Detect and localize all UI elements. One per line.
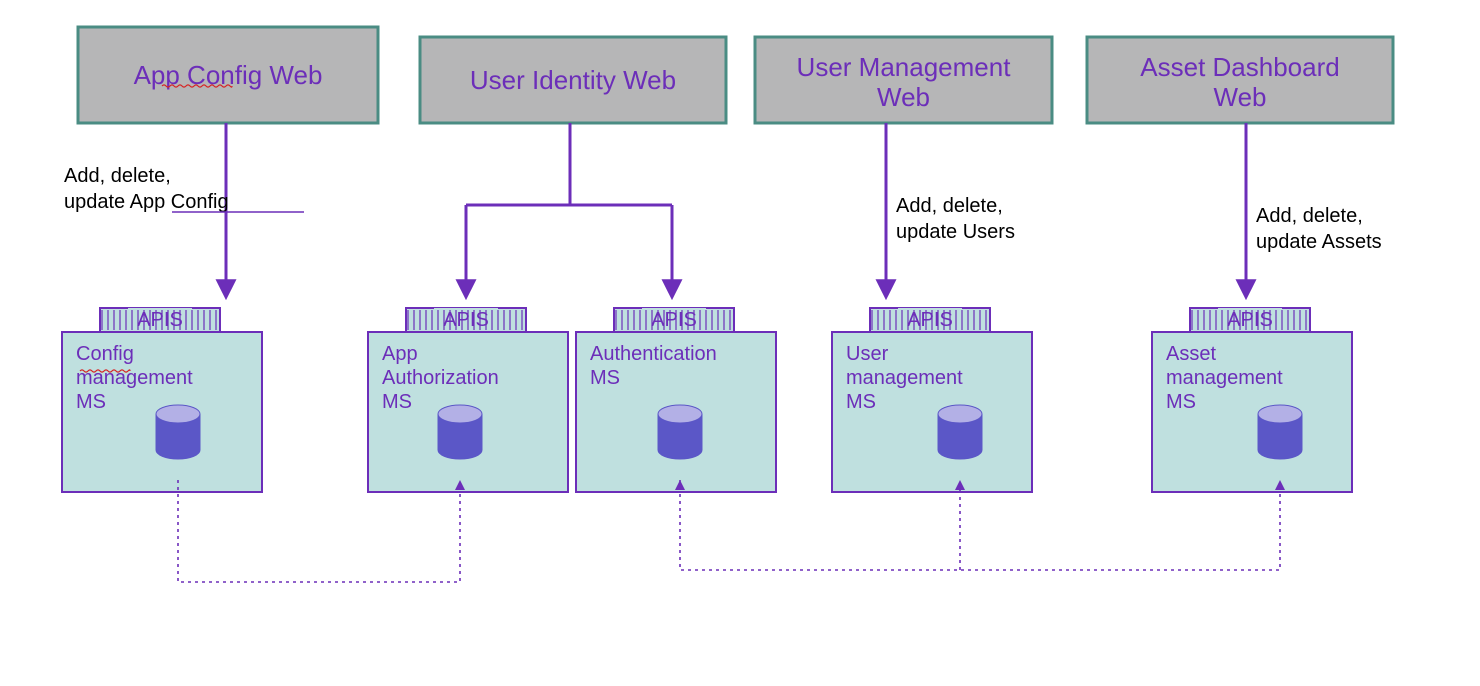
svg-text:Asset: Asset: [1166, 343, 1216, 365]
svg-text:management: management: [846, 367, 963, 389]
asset-dashboard-web: Asset DashboardWeb: [1087, 37, 1393, 123]
svg-text:management: management: [76, 367, 193, 389]
svg-text:User: User: [846, 343, 889, 365]
svg-text:MS: MS: [1166, 391, 1196, 413]
user-management-web: User ManagementWeb: [755, 37, 1052, 123]
svg-text:MS: MS: [590, 367, 620, 389]
config-ms: APISConfigmanagementMS: [62, 308, 262, 492]
dash-config-authz: [178, 480, 460, 582]
svg-text:MS: MS: [846, 391, 876, 413]
lbl-config: Add, delete,: [64, 165, 171, 187]
svg-text:management: management: [1166, 367, 1283, 389]
user-identity-web: User Identity Web: [420, 37, 726, 123]
lbl-users: update Users: [896, 221, 1015, 243]
app-config-web: App Config Web: [78, 27, 378, 123]
dash-authn-user-asset: [680, 480, 1280, 570]
svg-text:Web: Web: [1214, 82, 1267, 112]
authn-ms: APISAuthenticationMS: [576, 308, 776, 492]
svg-text:User Identity Web: User Identity Web: [470, 65, 676, 95]
lbl-assets: Add, delete,: [1256, 205, 1363, 227]
svg-text:Authorization: Authorization: [382, 367, 499, 389]
svg-text:Config: Config: [76, 343, 134, 365]
architecture-diagram: App Config Web User Identity Web User Mana…: [0, 0, 1480, 686]
user-ms: APISUsermanagementMS: [832, 308, 1032, 492]
lbl-assets: update Assets: [1256, 231, 1382, 253]
svg-text:Web: Web: [877, 82, 930, 112]
svg-text:App: App: [382, 343, 418, 365]
svg-text:Authentication: Authentication: [590, 343, 717, 365]
authz-ms: APISAppAuthorizationMS: [368, 308, 568, 492]
svg-text:MS: MS: [382, 391, 412, 413]
lbl-config: update App Config: [64, 191, 229, 213]
svg-text:User Management: User Management: [797, 52, 1012, 82]
svg-text:MS: MS: [76, 391, 106, 413]
asset-ms: APISAssetmanagementMS: [1152, 308, 1352, 492]
svg-text:Asset Dashboard: Asset Dashboard: [1140, 52, 1339, 82]
lbl-users: Add, delete,: [896, 195, 1003, 217]
